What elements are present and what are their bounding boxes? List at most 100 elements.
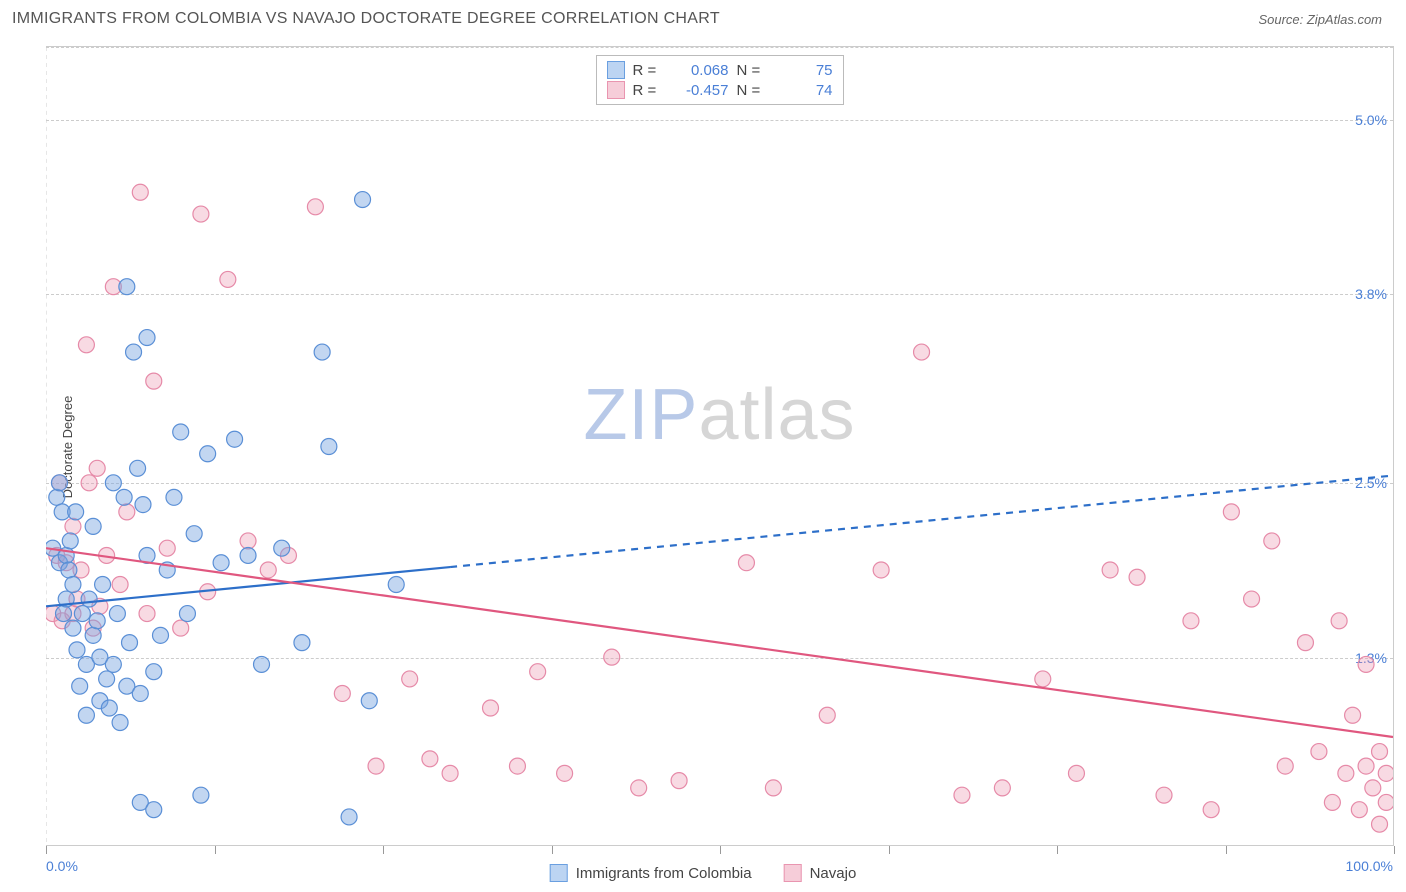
data-point — [51, 475, 67, 491]
data-point — [1378, 765, 1393, 781]
data-point — [85, 627, 101, 643]
data-point — [132, 685, 148, 701]
legend-label-2: Navajo — [810, 865, 857, 882]
x-tick — [889, 846, 890, 854]
data-point — [422, 751, 438, 767]
data-point — [193, 787, 209, 803]
data-point — [78, 337, 94, 353]
data-point — [56, 606, 72, 622]
data-point — [89, 613, 105, 629]
x-axis-min-label: 0.0% — [46, 858, 78, 874]
data-point — [112, 577, 128, 593]
data-point — [294, 635, 310, 651]
x-axis-max-label: 100.0% — [1346, 858, 1393, 874]
x-tick — [215, 846, 216, 854]
data-point — [89, 460, 105, 476]
data-point — [130, 460, 146, 476]
data-point — [1244, 591, 1260, 607]
data-point — [738, 555, 754, 571]
legend-series: Immigrants from Colombia Navajo — [550, 864, 857, 882]
data-point — [101, 700, 117, 716]
data-point — [483, 700, 499, 716]
chart-title: IMMIGRANTS FROM COLOMBIA VS NAVAJO DOCTO… — [12, 10, 720, 28]
data-point — [61, 562, 77, 578]
x-tick — [720, 846, 721, 854]
data-point — [631, 780, 647, 796]
data-point — [220, 271, 236, 287]
data-point — [1378, 794, 1393, 810]
data-point — [173, 620, 189, 636]
data-point — [1324, 794, 1340, 810]
data-point — [81, 591, 97, 607]
data-point — [81, 475, 97, 491]
data-point — [1129, 569, 1145, 585]
data-point — [139, 330, 155, 346]
legend-r-value-1: 0.068 — [669, 62, 729, 79]
legend-n-value-2: 74 — [773, 82, 833, 99]
data-point — [135, 497, 151, 513]
data-point — [227, 431, 243, 447]
data-point — [119, 279, 135, 295]
data-point — [62, 533, 78, 549]
data-point — [1372, 744, 1388, 760]
data-point — [1331, 613, 1347, 629]
data-point — [1345, 707, 1361, 723]
legend-swatch-2 — [607, 81, 625, 99]
data-point — [274, 540, 290, 556]
data-point — [873, 562, 889, 578]
data-point — [193, 206, 209, 222]
data-point — [509, 758, 525, 774]
data-point — [402, 671, 418, 687]
data-point — [95, 577, 111, 593]
data-point — [368, 758, 384, 774]
data-point — [388, 577, 404, 593]
data-point — [819, 707, 835, 723]
data-point — [105, 656, 121, 672]
data-point — [105, 475, 121, 491]
data-point — [186, 526, 202, 542]
data-point — [1223, 504, 1239, 520]
data-point — [72, 678, 88, 694]
data-point — [132, 184, 148, 200]
legend-label-1: Immigrants from Colombia — [576, 865, 752, 882]
data-point — [146, 373, 162, 389]
data-point — [361, 693, 377, 709]
data-point — [1203, 802, 1219, 818]
legend-swatch-bottom-2 — [784, 864, 802, 882]
legend-n-label: N = — [737, 62, 765, 79]
data-point — [671, 773, 687, 789]
data-point — [116, 489, 132, 505]
data-point — [1351, 802, 1367, 818]
data-point — [68, 504, 84, 520]
data-point — [442, 765, 458, 781]
legend-n-value-1: 75 — [773, 62, 833, 79]
data-point — [119, 504, 135, 520]
legend-swatch-bottom-1 — [550, 864, 568, 882]
legend-row-series-1: R = 0.068 N = 75 — [607, 60, 833, 80]
data-point — [1183, 613, 1199, 629]
data-point — [126, 344, 142, 360]
data-point — [213, 555, 229, 571]
data-point — [260, 562, 276, 578]
data-point — [1156, 787, 1172, 803]
data-point — [1035, 671, 1051, 687]
data-point — [240, 547, 256, 563]
data-point — [166, 489, 182, 505]
data-point — [173, 424, 189, 440]
data-point — [1365, 780, 1381, 796]
data-point — [139, 606, 155, 622]
data-point — [1102, 562, 1118, 578]
data-point — [85, 518, 101, 534]
trend-line-dashed — [450, 476, 1393, 568]
x-tick — [552, 846, 553, 854]
x-tick — [383, 846, 384, 854]
data-point — [954, 787, 970, 803]
data-point — [314, 344, 330, 360]
data-point — [334, 685, 350, 701]
data-point — [1338, 765, 1354, 781]
x-tick — [1394, 846, 1395, 854]
data-point — [74, 606, 90, 622]
legend-r-label: R = — [633, 82, 661, 99]
data-point — [604, 649, 620, 665]
data-point — [159, 540, 175, 556]
